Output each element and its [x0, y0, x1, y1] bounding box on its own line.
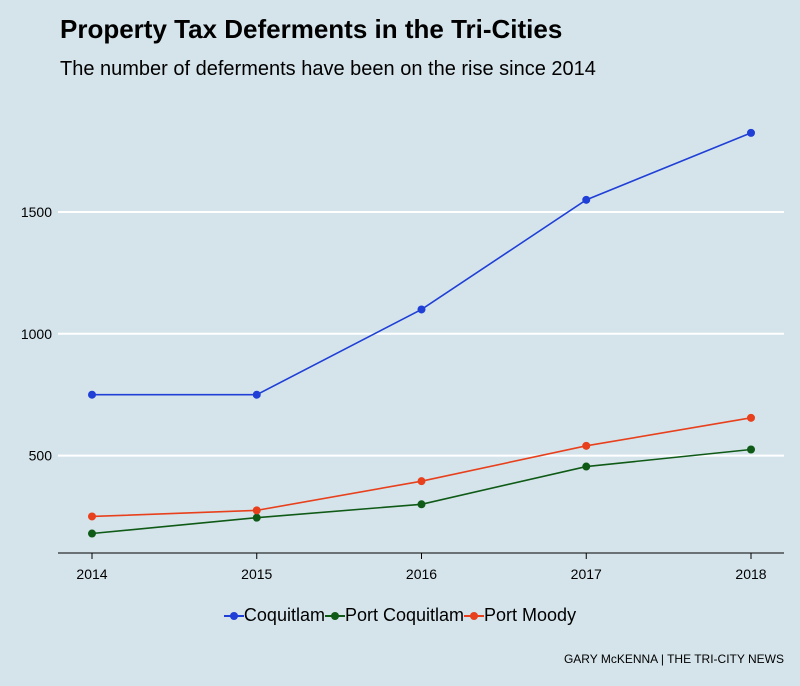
y-tick-label: 1000: [21, 326, 52, 342]
line-chart: 500 1000 1500 2014 2015 2016 2017 2018: [21, 128, 784, 582]
x-tick-label: 2017: [571, 566, 602, 582]
chart-subtitle: The number of deferments have been on th…: [60, 58, 596, 80]
x-tick-label: 2018: [735, 566, 766, 582]
data-point-port-coquitlam: [582, 462, 591, 471]
data-point-coquitlam: [582, 195, 591, 204]
chart-title: Property Tax Deferments in the Tri-Citie…: [60, 14, 563, 44]
y-tick-label: 500: [29, 448, 53, 464]
data-point-port-moody: [417, 477, 426, 486]
data-point-port-coquitlam: [747, 445, 755, 454]
data-point-port-moody: [88, 512, 96, 521]
gridlines: [58, 211, 784, 457]
x-tick-label: 2014: [76, 566, 107, 582]
data-point-port-coquitlam: [417, 500, 426, 509]
series-line-coquitlam: [92, 132, 752, 396]
data-point-coquitlam: [252, 390, 261, 399]
series-layer: [88, 128, 755, 538]
legend-key-port-coquitlam: [324, 606, 345, 626]
data-point-port-moody: [582, 441, 591, 450]
legend-key-port-moody: [464, 606, 485, 626]
legend-item-port-coquitlam: Port Coquitlam: [324, 605, 465, 626]
data-point-coquitlam: [747, 128, 755, 137]
axes: 500 1000 1500 2014 2015 2016 2017 2018: [21, 204, 784, 582]
series-line-port-coquitlam: [91, 448, 752, 535]
legend-label: Coquitlam: [243, 605, 325, 625]
legend-item-coquitlam: Coquitlam: [223, 605, 325, 626]
credit-line: GARY McKENNA | THE TRI-CITY NEWS: [563, 652, 784, 666]
legend-label: Port Coquitlam: [344, 605, 465, 625]
data-point-coquitlam: [417, 305, 426, 314]
legend-key-coquitlam: [223, 606, 244, 626]
legend: Coquitlam Port Coquitlam Port Moody: [0, 605, 800, 626]
data-point-port-moody: [252, 506, 261, 515]
data-point-port-coquitlam: [252, 513, 261, 522]
y-tick-label: 1500: [21, 204, 52, 220]
legend-item-port-moody: Port Moody: [464, 605, 576, 626]
data-point-port-coquitlam: [88, 529, 96, 538]
legend-label: Port Moody: [484, 605, 577, 625]
data-point-port-moody: [747, 413, 755, 422]
data-point-coquitlam: [88, 390, 96, 399]
x-tick-label: 2016: [406, 566, 437, 582]
x-tick-label: 2015: [241, 566, 272, 582]
